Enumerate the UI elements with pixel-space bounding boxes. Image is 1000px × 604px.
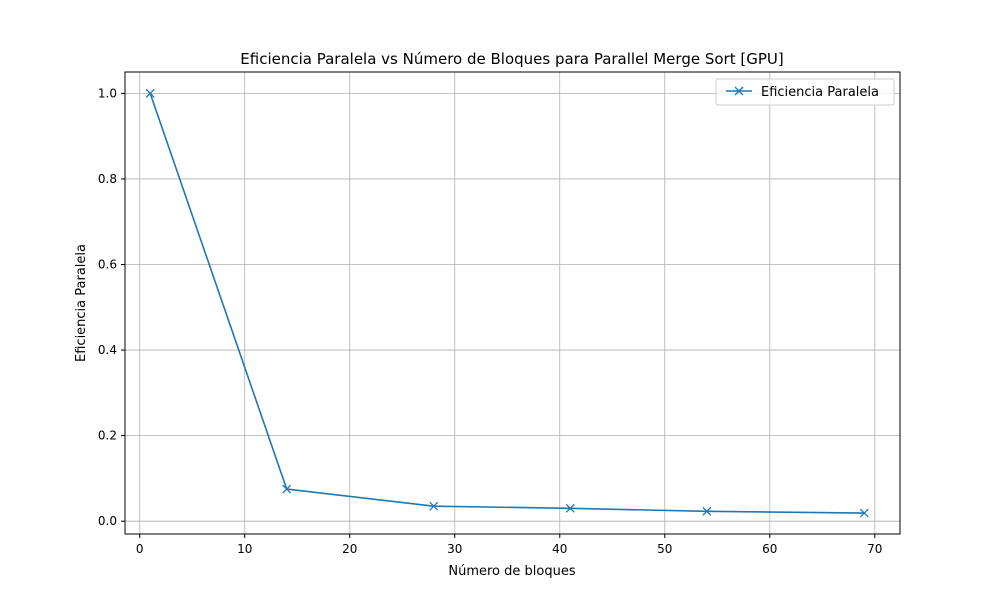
- legend-marker-glyph: [734, 86, 744, 96]
- data-point-marker: [429, 501, 439, 511]
- data-point-marker: [859, 508, 869, 518]
- marker-stroke: [859, 508, 869, 518]
- x-tick-label: 0: [136, 542, 144, 556]
- marker-stroke: [734, 86, 744, 96]
- y-tick-label: 0.6: [98, 258, 117, 272]
- y-tick-label: 0.8: [98, 172, 117, 186]
- y-tick-label: 0.2: [98, 429, 117, 443]
- y-tick-label: 0.0: [98, 514, 117, 528]
- marker-stroke: [145, 88, 155, 98]
- series-line: [149, 93, 865, 514]
- legend: Eficiencia Paralela: [715, 78, 895, 106]
- data-point-marker: [565, 503, 575, 513]
- x-tick-label: 50: [657, 542, 672, 556]
- grid: [125, 72, 900, 534]
- data-point-marker: [702, 506, 712, 516]
- y-tick-label: 0.4: [98, 343, 117, 357]
- chart-title: Eficiencia Paralela vs Número de Bloques…: [240, 50, 783, 68]
- x-tick-label: 70: [867, 542, 882, 556]
- data-point-marker: [145, 88, 155, 98]
- y-tick-label: 1.0: [98, 86, 117, 100]
- x-axis-label: Número de bloques: [448, 564, 575, 579]
- legend-box: [715, 78, 895, 106]
- x-tick-label: 30: [447, 542, 462, 556]
- marker-stroke: [702, 506, 712, 516]
- series-layer: [145, 88, 869, 518]
- legend-marker-x: [734, 86, 744, 96]
- marker-stroke: [282, 484, 292, 494]
- x-tick-label: 10: [237, 542, 252, 556]
- legend-label: Eficiencia Paralela: [761, 85, 879, 100]
- marker-stroke: [429, 501, 439, 511]
- axis-ticks: 0 10 20 30 40 50 60 70 0.0 0.2 0.4 0.6 0.8 1.0: [98, 86, 883, 556]
- plot-frame: [124, 71, 901, 535]
- x-tick-label: 20: [342, 542, 357, 556]
- y-axis-label: Eficiencia Paralela: [74, 244, 89, 362]
- data-point-marker: [282, 484, 292, 494]
- x-tick-label: 40: [552, 542, 567, 556]
- x-tick-label: 60: [762, 542, 777, 556]
- marker-stroke: [565, 503, 575, 513]
